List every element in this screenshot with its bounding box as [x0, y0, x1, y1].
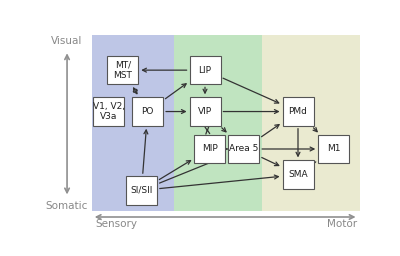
Bar [174, 35, 262, 211]
Bar [262, 35, 360, 211]
Text: Somatic: Somatic [46, 201, 88, 211]
Text: SMA: SMA [288, 170, 308, 179]
Text: V1, V2,
V3a: V1, V2, V3a [93, 102, 125, 121]
Text: LIP: LIP [198, 66, 212, 75]
FancyBboxPatch shape [282, 97, 314, 126]
FancyBboxPatch shape [107, 56, 138, 84]
Text: VIP: VIP [198, 107, 212, 116]
Text: SI/SII: SI/SII [130, 186, 153, 195]
FancyBboxPatch shape [194, 135, 225, 163]
Text: Motor: Motor [327, 219, 357, 229]
FancyBboxPatch shape [190, 56, 220, 84]
Text: M1: M1 [327, 144, 340, 154]
Text: Sensory: Sensory [95, 219, 137, 229]
Text: PMd: PMd [288, 107, 308, 116]
Text: PO: PO [142, 107, 154, 116]
FancyBboxPatch shape [94, 97, 124, 126]
FancyBboxPatch shape [132, 97, 163, 126]
FancyBboxPatch shape [228, 135, 259, 163]
Text: Area 5: Area 5 [229, 144, 258, 154]
Bar [92, 35, 174, 211]
FancyBboxPatch shape [318, 135, 349, 163]
Text: MIP: MIP [202, 144, 218, 154]
Text: MT/
MST: MT/ MST [114, 60, 132, 80]
FancyBboxPatch shape [126, 176, 157, 205]
FancyBboxPatch shape [282, 160, 314, 189]
FancyBboxPatch shape [190, 97, 220, 126]
Text: Visual: Visual [51, 37, 83, 47]
